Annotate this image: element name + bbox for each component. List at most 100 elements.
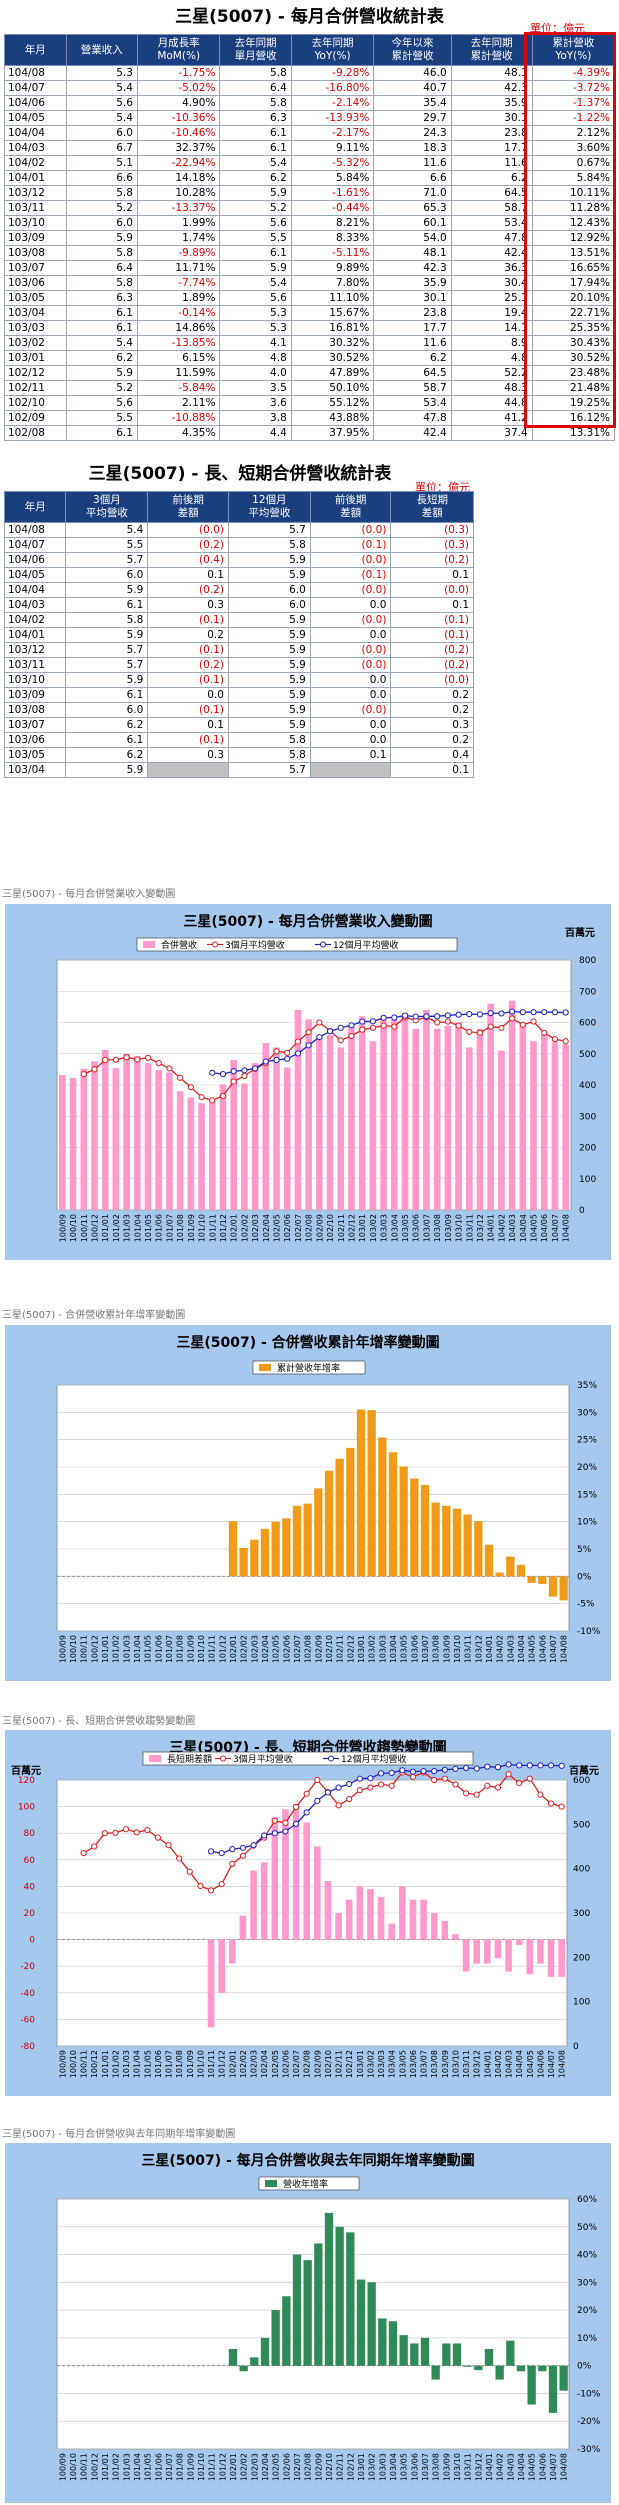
line-marker	[154, 1834, 162, 1841]
x-tick-label: 103/10	[453, 1635, 462, 1663]
table1-cell: 52.2	[450, 365, 533, 381]
bar	[538, 2365, 547, 2372]
x-tick-label: 101/10	[197, 2453, 206, 2481]
line-marker	[391, 1014, 398, 1021]
bar	[527, 1576, 536, 1583]
table1-cell: 55.12%	[290, 395, 375, 411]
table2-header: 年月	[3, 491, 67, 523]
table2-cell: 5.9	[227, 657, 311, 673]
line-marker	[431, 1768, 438, 1775]
y2-tick-label: 100	[573, 1998, 590, 2008]
x-tick-label: 103/07	[420, 2050, 429, 2078]
x-tick-label: 101/01	[101, 1214, 110, 1242]
bar	[399, 2335, 408, 2366]
table1-cell: -13.85%	[136, 335, 221, 351]
table1-cell: 103/05	[4, 290, 67, 306]
table1-cell: 30.32%	[290, 335, 375, 351]
x-tick-label: 103/11	[464, 2453, 473, 2481]
table2-cell: 0.3	[147, 597, 229, 613]
table1-row: 103/08 5.8 -9.89% 6.1 -5.11% 48.1 42.4 13.51%	[4, 245, 616, 261]
line-marker	[473, 1765, 480, 1772]
table2-cell: 6.1	[65, 597, 149, 613]
x-tick-label: 104/03	[506, 1635, 515, 1663]
bar	[487, 1003, 495, 1210]
x-tick-label: 104/07	[549, 2453, 558, 2481]
line-marker	[409, 1773, 417, 1780]
x-tick-label: 102/09	[314, 2453, 323, 2481]
line-marker	[326, 1028, 334, 1035]
table2-cell: (0.0)	[309, 642, 392, 658]
x-tick-label: 101/12	[218, 2453, 227, 2481]
x-tick-label: 102/02	[240, 2453, 249, 2481]
x-tick-label: 103/01	[356, 2050, 365, 2078]
bar	[559, 2365, 568, 2391]
line-marker	[541, 1009, 548, 1016]
table2-cell: 0.0	[309, 627, 392, 643]
x-tick-label: 102/11	[336, 1635, 345, 1663]
bar	[346, 2232, 355, 2366]
legend-swatch	[143, 941, 155, 948]
table2-cell: 103/04	[3, 762, 67, 778]
table1-cell: 5.6	[219, 290, 292, 306]
table2-cell: (0.0)	[390, 672, 474, 688]
x-tick-label: 103/11	[462, 2050, 471, 2078]
line-marker	[284, 1055, 291, 1062]
y-tick-label: -60	[20, 2015, 35, 2025]
table2-cell: 6.2	[65, 747, 149, 763]
bar	[420, 1899, 427, 1940]
table2-cell: (0.1)	[390, 627, 474, 643]
x-tick-label: 100/10	[69, 2050, 78, 2078]
bar	[292, 1803, 300, 1940]
x-tick-label: 104/01	[485, 2453, 494, 2481]
x-tick-label: 102/10	[326, 1214, 335, 1242]
table1-cell: 5.5	[219, 230, 292, 246]
table2-cell: 0.0	[309, 597, 392, 613]
y-tick-label: -10%	[577, 2389, 601, 2399]
x-tick-label: 103/08	[432, 1635, 441, 1663]
line-marker	[509, 1015, 516, 1022]
x-tick-label: 102/08	[304, 2453, 313, 2481]
bar	[345, 1899, 353, 1940]
line-marker	[388, 1769, 395, 1777]
line-marker	[558, 1803, 565, 1810]
bar	[551, 1041, 559, 1210]
bar	[367, 2282, 376, 2366]
x-tick-label: 101/09	[187, 1214, 196, 1242]
line-marker	[434, 1019, 441, 1026]
table2-cell: 5.9	[227, 642, 311, 658]
legend-label: 營收年增率	[283, 2178, 328, 2190]
x-tick-label: 100/09	[58, 2453, 67, 2481]
x-tick-label: 102/03	[250, 2050, 259, 2078]
x-tick-label: 102/03	[251, 1214, 260, 1242]
bar	[562, 1044, 569, 1210]
table2-cell: 103/07	[3, 717, 67, 733]
line-marker	[444, 1018, 451, 1025]
table2-cell: (0.3)	[390, 522, 474, 538]
chart2-caption: 三星(5007) - 合併營收累計年增率變動圖	[2, 1310, 186, 1321]
x-tick-label: 102/05	[273, 1214, 282, 1242]
table1-cell: 5.9	[65, 230, 138, 246]
x-tick-label: 102/12	[345, 2050, 354, 2078]
table2-cell: (0.0)	[309, 522, 392, 538]
x-tick-label: 101/02	[112, 2453, 121, 2481]
line-marker	[187, 1084, 194, 1091]
table1-cell: 32.37%	[136, 140, 221, 156]
x-tick-label: 101/10	[198, 1214, 207, 1242]
x-tick-label: 102/04	[262, 1214, 271, 1242]
y-tick-label: 400	[579, 1081, 596, 1091]
table1-cell: 103/04	[4, 305, 67, 321]
table2-cell: 5.8	[227, 747, 311, 763]
bar	[324, 2212, 334, 2366]
table1-cell: 19.25%	[531, 395, 616, 411]
table1-row: 104/06 5.6 4.90% 5.8 -2.14% 35.4 35.9 -1.37%	[4, 95, 616, 111]
table2-cell: 0.0	[309, 717, 392, 733]
table1-cell: 5.6	[65, 395, 138, 411]
line-marker	[316, 1019, 323, 1026]
table2-cell: 104/06	[3, 552, 67, 568]
table1-row: 103/03 6.1 14.86% 5.3 16.81% 17.7 14.1 25.35%	[4, 320, 616, 336]
y-tick-label: 100	[18, 1803, 35, 1813]
bar	[91, 1061, 98, 1210]
table2-cell: (0.1)	[147, 732, 229, 748]
line-marker	[273, 1048, 280, 1055]
x-tick-label: 102/01	[230, 1214, 239, 1242]
